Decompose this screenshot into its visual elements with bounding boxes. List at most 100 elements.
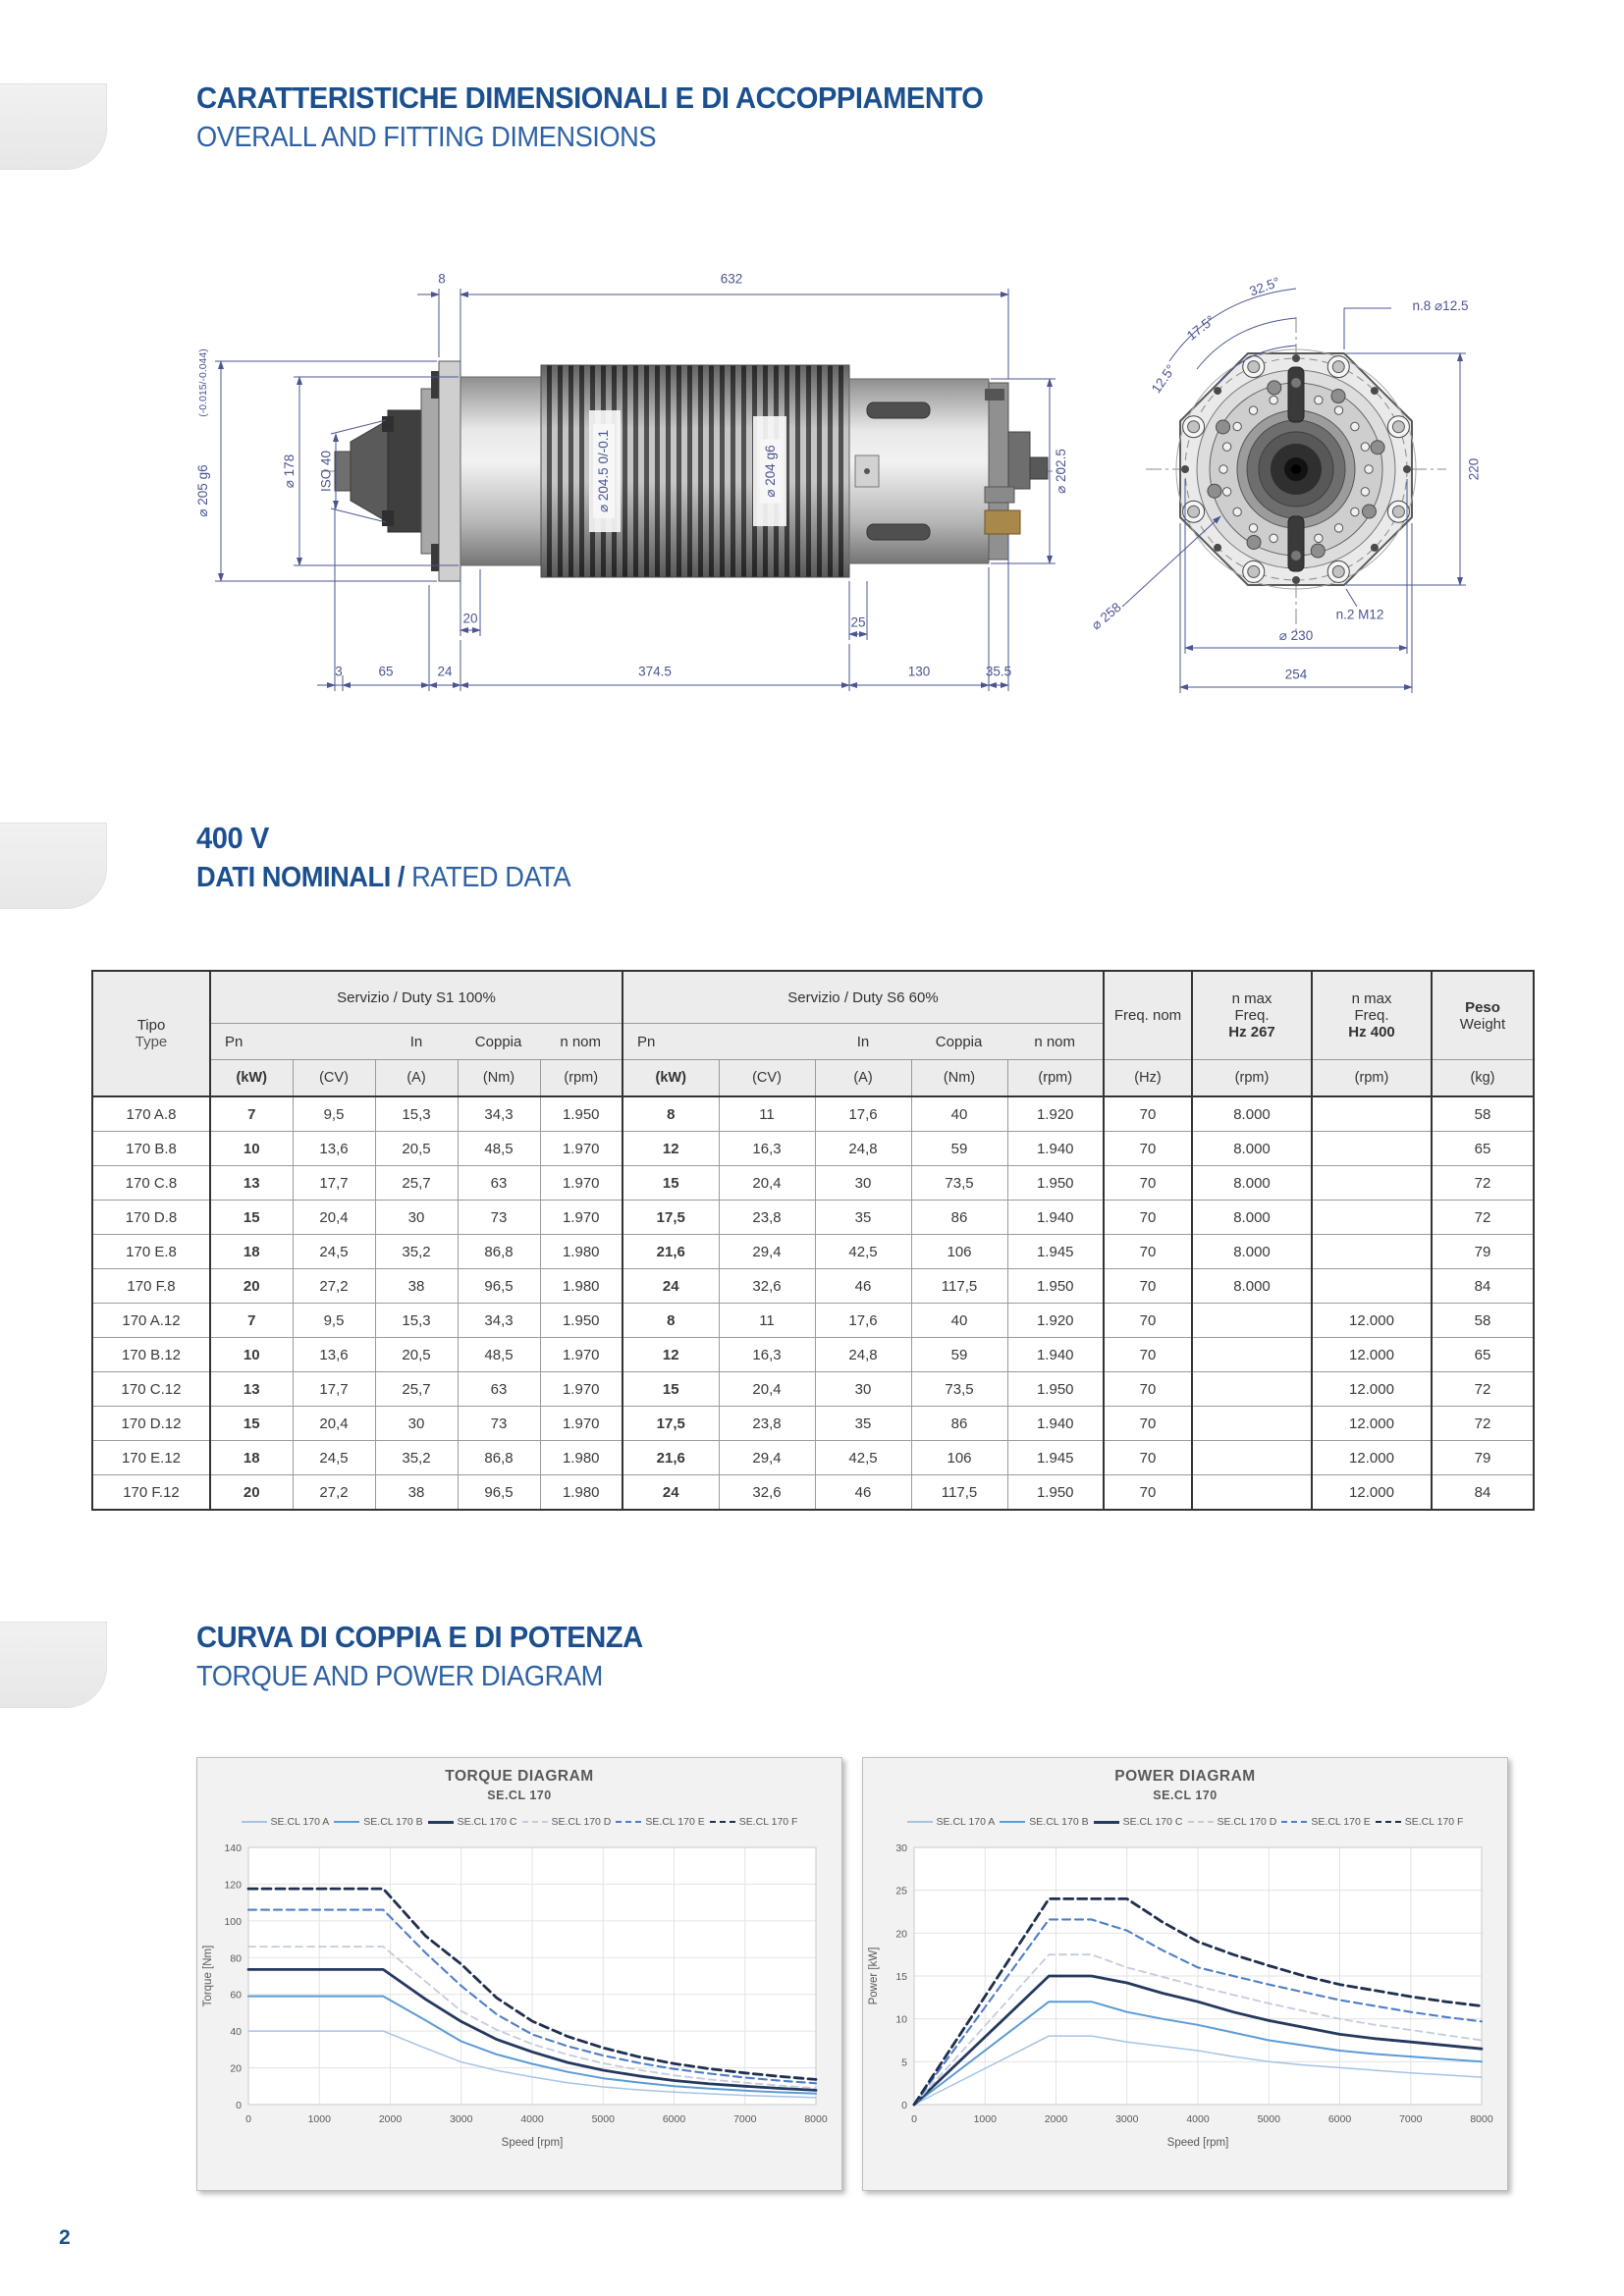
x-tick-label: 1000: [308, 2113, 332, 2125]
table-cell: 170 C.8: [91, 1165, 211, 1201]
dimension-label: 254: [1284, 667, 1308, 682]
series-SE.CL 170 E: [246, 1908, 818, 2085]
table-cell: 65: [1431, 1337, 1535, 1372]
table-cell: 1.970: [539, 1131, 623, 1166]
table-cell: 21,6: [622, 1440, 720, 1475]
table-cell: 15: [209, 1406, 294, 1441]
table-cell: [1191, 1337, 1313, 1372]
spindle-front-view: [1121, 288, 1466, 693]
legend-line-swatch: [906, 1821, 933, 1823]
nmax400-line1: n max: [1351, 990, 1392, 1007]
x-tick-label: 1000: [974, 2113, 998, 2125]
table-cell: 1.980: [539, 1234, 623, 1269]
s1-in-label: In: [409, 1033, 423, 1050]
subheader-s1: Pn In Coppia n nom: [209, 1023, 623, 1060]
table-cell: 18: [209, 1440, 294, 1475]
table-cell: 58: [1431, 1303, 1535, 1338]
table-cell: 8.000: [1191, 1095, 1313, 1132]
unit-header-cell: (CV): [292, 1059, 376, 1097]
table-cell: 38: [374, 1474, 459, 1511]
dimension-label: (-0.015/-0.044): [197, 348, 209, 417]
table-cell: 35: [814, 1200, 912, 1235]
table-cell: 24: [622, 1474, 720, 1511]
table-cell: 1.950: [1006, 1268, 1105, 1304]
table-cell: 70: [1103, 1474, 1193, 1511]
col-header-nmax-400: n max Freq. Hz 400: [1311, 970, 1433, 1060]
rated-data-table: Tipo Type Servizio / Duty S1 100% Serviz…: [91, 970, 1535, 1511]
series-SE.CL 170 D: [913, 1953, 1483, 2106]
y-axis-label: Power [kW]: [868, 1948, 880, 2005]
unit-header-cell: (kW): [209, 1059, 294, 1097]
legend-item: SE.CL 170 A: [241, 1816, 329, 1828]
legend-label: SE.CL 170 F: [1404, 1816, 1464, 1828]
legend-label: SE.CL 170 D: [551, 1816, 612, 1828]
dimension-label: n.2 M12: [1335, 607, 1384, 622]
table-cell: 17,6: [814, 1303, 912, 1338]
series-SE.CL 170 A: [247, 2030, 817, 2099]
table-cell: 20,4: [292, 1200, 376, 1235]
legend-line-swatch: [1375, 1821, 1401, 1823]
table-cell: 1.920: [1006, 1303, 1105, 1338]
dimension-label: ⌀ 178: [282, 454, 297, 489]
table-cell: 1.950: [539, 1303, 623, 1338]
table-row: 170 C.8 13 17,7 25,7 63 1.970 15 20,4 30 73,5 1.95…: [91, 1165, 1535, 1201]
nmax267-line3: Hz 267: [1228, 1024, 1275, 1041]
rated-data-title-en: RATED DATA: [405, 862, 571, 893]
table-cell: 73: [457, 1200, 541, 1235]
x-tick-label: 8000: [1470, 2113, 1493, 2125]
table-cell: 72: [1431, 1406, 1535, 1441]
table-row: 170 A.8 7 9,5 15,3 34,3 1.950 8 11 17,6 40 1.920 70…: [91, 1095, 1535, 1132]
table-cell: 20,4: [292, 1406, 376, 1441]
series-SE.CL 170 B: [913, 2001, 1483, 2106]
series-SE.CL 170 A: [913, 2035, 1483, 2106]
table-cell: [1191, 1371, 1313, 1407]
table-cell: 40: [910, 1095, 1008, 1132]
unit-header-cell: (rpm): [1311, 1059, 1433, 1097]
table-cell: 12.000: [1311, 1474, 1433, 1511]
table-cell: 29,4: [718, 1440, 816, 1475]
table-cell: 1.920: [1006, 1095, 1105, 1132]
y-tick-label: 100: [224, 1916, 242, 1928]
y-tick-label: 20: [895, 1928, 907, 1940]
legend-item: SE.CL 170 C: [1093, 1816, 1183, 1828]
dimension-label: 8: [438, 271, 446, 287]
curves-title-en: TORQUE AND POWER DIAGRAM: [196, 1661, 603, 1692]
x-tick-label: 5000: [1258, 2113, 1281, 2125]
table-cell: 40: [910, 1303, 1008, 1338]
table-cell: 63: [457, 1371, 541, 1407]
x-tick-label: 6000: [1328, 2113, 1352, 2125]
table-cell: [1311, 1165, 1433, 1201]
table-cell: [1191, 1474, 1313, 1511]
table-cell: 70: [1103, 1440, 1193, 1475]
table-cell: 12.000: [1311, 1337, 1433, 1372]
x-axis-label: Speed [rpm]: [502, 2137, 564, 2149]
x-axis-label: Speed [rpm]: [1167, 2137, 1229, 2149]
table-cell: 1.940: [1006, 1131, 1105, 1166]
type-label: Type: [135, 1034, 168, 1050]
table-cell: 10: [209, 1337, 294, 1372]
legend-item: SE.CL 170 E: [1281, 1816, 1371, 1828]
table-cell: 72: [1431, 1371, 1535, 1407]
table-cell: 1.940: [1006, 1337, 1105, 1372]
x-tick-label: 0: [911, 2113, 917, 2125]
table-cell: 70: [1103, 1337, 1193, 1372]
series-SE.CL 170 D: [247, 1946, 817, 2090]
table-cell: 20,4: [718, 1371, 816, 1407]
table-cell: 1.945: [1006, 1440, 1105, 1475]
power-chart-legend: SE.CL 170 A SE.CL 170 B SE.CL 170 C SE.CL 1…: [863, 1814, 1507, 1830]
table-cell: 72: [1431, 1165, 1535, 1201]
table-cell: 25,7: [374, 1165, 459, 1201]
table-cell: 46: [814, 1474, 912, 1511]
dimension-label: 35.5: [985, 664, 1012, 679]
tipo-label: Tipo: [136, 1017, 166, 1034]
nmax267-line1: n max: [1231, 990, 1272, 1007]
legend-line-swatch: [1000, 1821, 1026, 1823]
x-tick-label: 5000: [592, 2113, 616, 2125]
y-tick-label: 140: [224, 1842, 242, 1854]
table-row: 170 D.12 15 20,4 30 73 1.970 17,5 23,8 35 86 1.940…: [91, 1406, 1535, 1441]
table-cell: 30: [814, 1371, 912, 1407]
y-tick-label: 20: [230, 2063, 242, 2075]
table-cell: 1.945: [1006, 1234, 1105, 1269]
table-cell: 21,6: [622, 1234, 720, 1269]
